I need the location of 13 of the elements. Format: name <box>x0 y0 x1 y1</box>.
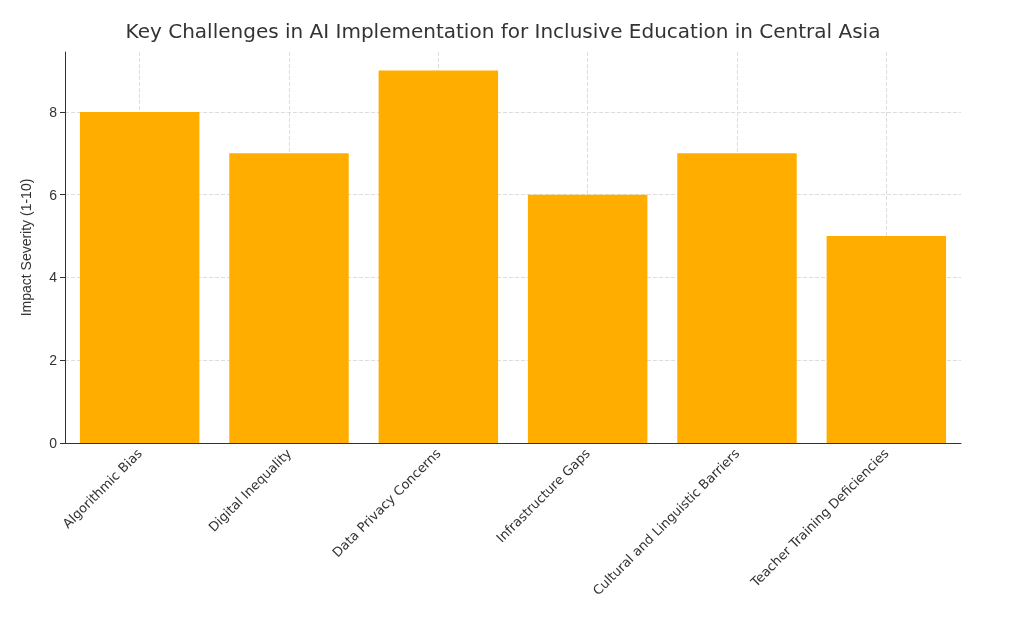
bar <box>826 236 947 443</box>
bar <box>79 111 200 443</box>
y-tick-label: 0 <box>49 435 58 451</box>
y-tick-label: 8 <box>49 103 58 120</box>
bar <box>378 70 499 443</box>
bar <box>229 153 349 443</box>
y-tick-label: 6 <box>49 186 58 203</box>
chart-title: Key Challenges in AI Implementation for Inclusive Education in Central Asia <box>125 19 881 43</box>
bar <box>527 194 648 443</box>
y-axis-title: Impact Severity (1-10) <box>18 178 34 317</box>
bar <box>677 153 797 443</box>
y-tick-label: 2 <box>49 352 58 369</box>
y-tick-label: 4 <box>49 269 58 286</box>
